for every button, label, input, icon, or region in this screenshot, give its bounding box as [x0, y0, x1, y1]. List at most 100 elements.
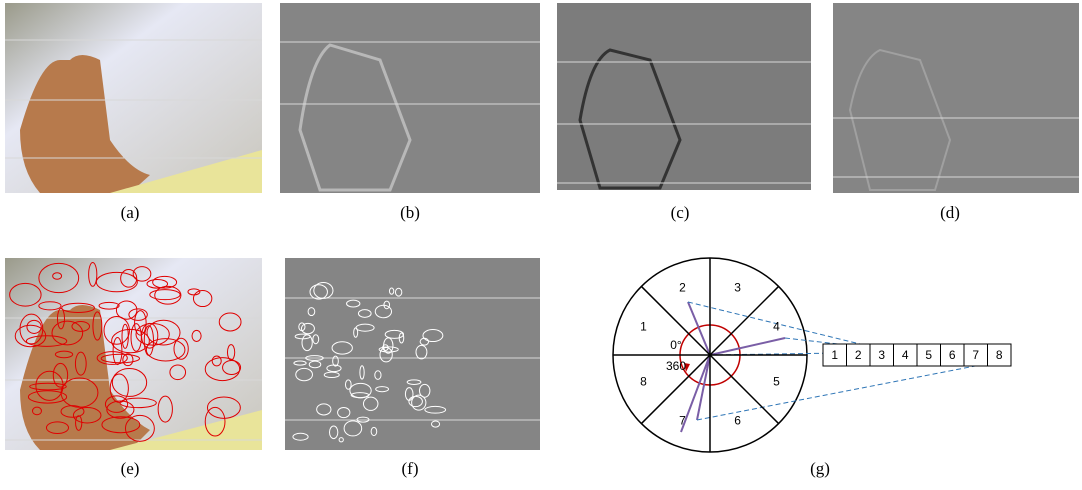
start-angle-label: 0°	[670, 338, 682, 352]
feature-ellipse	[293, 360, 307, 366]
hand-d	[848, 48, 952, 191]
feature-ellipse	[204, 406, 226, 437]
feature-ellipse	[337, 406, 351, 419]
sector-label: 5	[773, 375, 780, 389]
feature-ellipse	[404, 387, 414, 401]
feature-ellipse	[92, 311, 103, 341]
feature-ellipse	[346, 299, 361, 308]
feature-ellipse	[111, 328, 150, 354]
feature-ellipse	[26, 319, 42, 334]
sector-label: 3	[734, 281, 741, 295]
feature-ellipse	[14, 324, 47, 348]
sector-line	[640, 285, 711, 356]
sector-label: 7	[679, 414, 686, 428]
feature-ellipse	[96, 351, 128, 365]
feature-ellipse	[31, 406, 42, 416]
feature-ellipse	[374, 370, 382, 380]
caption: (b)	[400, 203, 420, 222]
sector-label: 8	[640, 375, 647, 389]
feature-ellipse	[75, 415, 83, 431]
bin-label: 1	[831, 348, 838, 362]
feature-ellipse	[52, 362, 69, 388]
feature-ellipse	[332, 355, 339, 367]
feature-ellipse	[316, 403, 332, 416]
feature-ellipse	[111, 367, 148, 397]
feature-ellipse	[119, 397, 157, 409]
feature-ellipse	[88, 262, 98, 287]
feature-ellipse	[54, 350, 74, 359]
feature-ellipse	[109, 373, 129, 403]
feature-ellipse	[362, 396, 379, 411]
feature-ellipse	[101, 416, 141, 434]
feature-ellipse	[329, 425, 339, 440]
feature-ellipse	[38, 262, 80, 294]
feature-ellipse	[350, 392, 370, 399]
bin-label: 6	[949, 348, 956, 362]
feature-ellipse	[374, 304, 393, 319]
feature-ellipse	[25, 335, 68, 347]
feature-ellipse	[103, 315, 130, 345]
feature-ellipse	[169, 364, 187, 381]
feature-ellipse	[338, 437, 344, 443]
feature-ellipse	[308, 360, 322, 369]
orientation-diagram: 1 2 3 4 5 6 7 8 0° 360 1 2 3 4 5 6 7 8	[612, 257, 1012, 453]
feature-ellipse	[300, 322, 315, 335]
feature-ellipse	[394, 287, 403, 297]
feature-ellipse	[206, 396, 241, 419]
sector-label: 4	[773, 320, 780, 334]
feature-ellipse	[204, 357, 241, 382]
image-d	[833, 3, 1079, 193]
bin-label: 5	[925, 348, 932, 362]
bin-label: 8	[996, 348, 1003, 362]
caption: (a)	[121, 203, 140, 222]
feature-ellipse	[29, 382, 67, 391]
caption: (c)	[671, 203, 690, 222]
feature-ellipse	[72, 406, 102, 424]
end-angle-label: 360	[666, 359, 686, 373]
feature-ellipse	[173, 337, 189, 360]
feature-ellipse	[353, 327, 359, 338]
feature-ellipse	[45, 421, 70, 434]
feature-ellipse	[294, 333, 311, 340]
feature-ellipse	[370, 426, 378, 437]
bin-cell	[987, 343, 1012, 367]
hand-b	[298, 43, 412, 192]
feature-ellipse	[305, 355, 324, 361]
feature-ellipse	[154, 285, 182, 305]
feature-ellipse	[60, 405, 85, 418]
feature-ellipse	[307, 307, 316, 317]
feature-ellipse	[309, 284, 328, 300]
feature-ellipse	[27, 390, 68, 404]
feature-ellipse	[192, 290, 213, 308]
feature-ellipse	[301, 334, 313, 352]
feature-ellipse	[52, 272, 63, 280]
feature-ellipse	[145, 338, 186, 362]
feature-ellipse	[35, 370, 64, 401]
feature-ellipse	[418, 383, 431, 398]
feature-ellipse	[323, 371, 340, 379]
feature-ellipse	[51, 320, 84, 346]
feature-ellipse	[38, 301, 62, 311]
feature-ellipse	[191, 329, 202, 342]
feature-ellipse	[211, 355, 222, 367]
feature-ellipse	[128, 308, 148, 321]
feature-ellipse	[98, 301, 120, 310]
feature-ellipse	[430, 420, 441, 428]
feature-ellipse	[222, 359, 242, 375]
caption: (g)	[810, 459, 830, 478]
feature-ellipse	[356, 416, 370, 423]
feature-ellipse	[424, 405, 447, 414]
image-f	[285, 258, 540, 450]
vectors	[680, 301, 786, 433]
feature-ellipse	[56, 307, 66, 330]
feature-ellipse	[422, 329, 444, 343]
feature-ellipse	[312, 334, 320, 345]
caption: (d)	[940, 203, 960, 222]
feature-ellipse	[115, 300, 138, 320]
feature-ellipse	[100, 353, 141, 364]
ellipses	[9, 262, 447, 443]
image-b	[280, 3, 540, 193]
feature-ellipse	[149, 289, 181, 301]
bin-label: 4	[902, 348, 909, 362]
feature-ellipse	[406, 379, 422, 385]
